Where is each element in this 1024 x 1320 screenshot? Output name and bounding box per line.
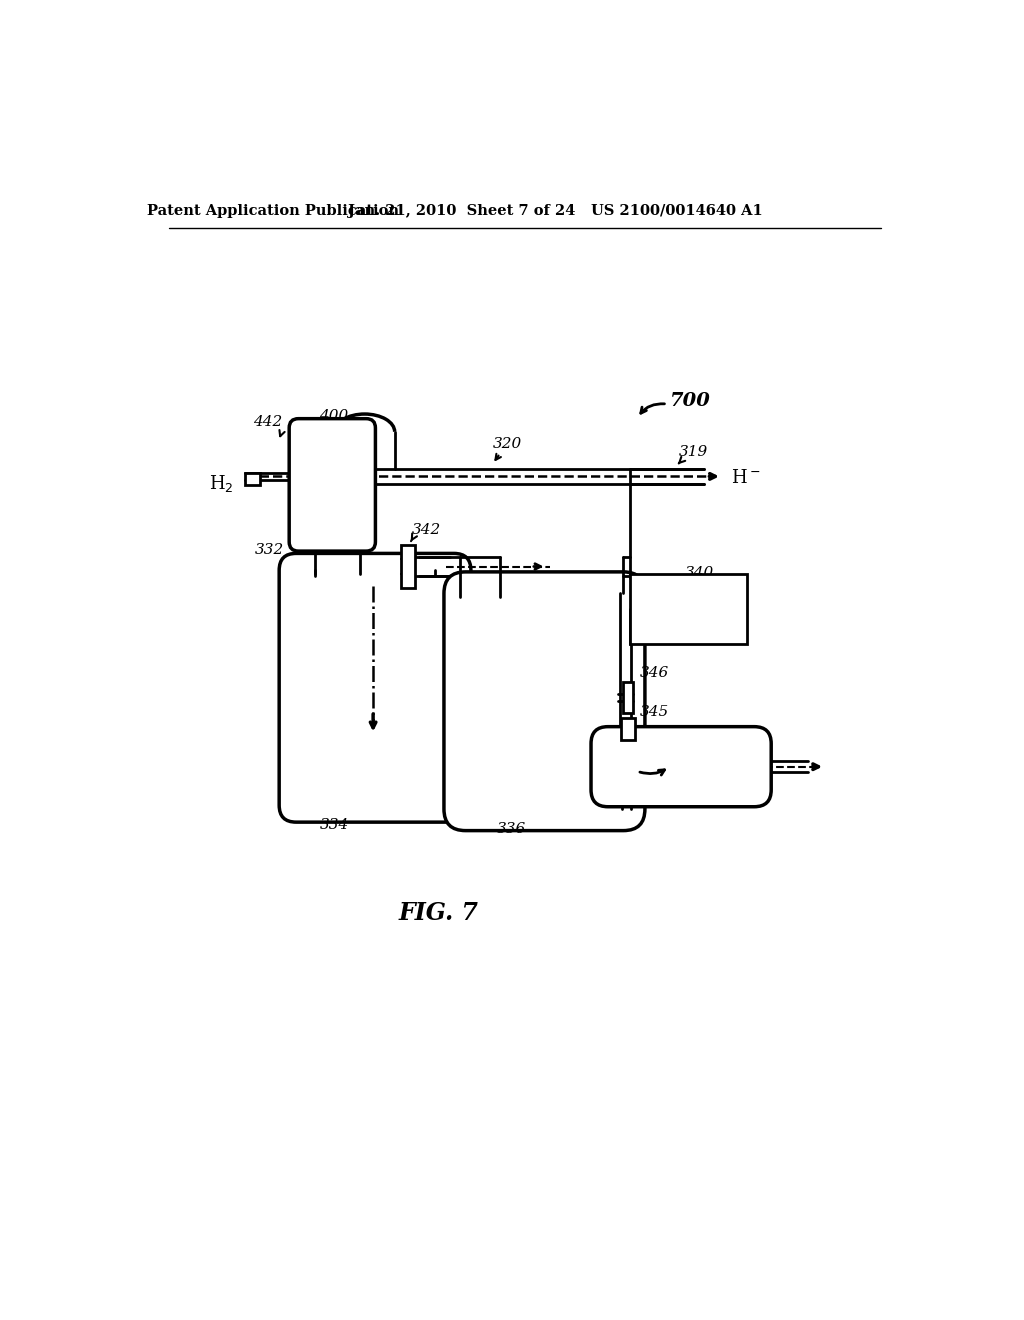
Text: 400: 400 <box>319 409 348 424</box>
Text: CO$_2$: CO$_2$ <box>300 517 335 537</box>
Text: FIG. 7: FIG. 7 <box>398 902 478 925</box>
Text: 700: 700 <box>670 392 711 411</box>
Text: 340: 340 <box>685 566 714 581</box>
Text: 319: 319 <box>679 445 708 459</box>
Text: H$^-$: H$^-$ <box>731 469 761 487</box>
Text: 336: 336 <box>497 822 526 836</box>
Text: 332: 332 <box>255 543 285 557</box>
FancyBboxPatch shape <box>444 572 645 830</box>
Text: Jan. 21, 2010  Sheet 7 of 24: Jan. 21, 2010 Sheet 7 of 24 <box>348 203 575 218</box>
Bar <box>245 473 260 484</box>
Text: 334: 334 <box>319 818 349 833</box>
Text: H$_2$: H$_2$ <box>209 473 233 494</box>
Text: 345: 345 <box>640 705 670 719</box>
Text: H$_2$, N$_2$,: H$_2$, N$_2$, <box>300 504 361 524</box>
Text: 320: 320 <box>494 437 522 451</box>
Bar <box>400 545 415 589</box>
FancyBboxPatch shape <box>280 553 471 822</box>
Bar <box>630 574 746 644</box>
Text: 342: 342 <box>412 523 441 537</box>
FancyBboxPatch shape <box>591 726 771 807</box>
Text: Patent Application Publication: Patent Application Publication <box>147 203 399 218</box>
FancyBboxPatch shape <box>289 418 376 552</box>
Text: US 2100/0014640 A1: US 2100/0014640 A1 <box>592 203 763 218</box>
Bar <box>621 718 635 739</box>
Text: 442: 442 <box>253 416 283 429</box>
Text: 346: 346 <box>640 667 670 681</box>
Bar <box>623 682 634 713</box>
